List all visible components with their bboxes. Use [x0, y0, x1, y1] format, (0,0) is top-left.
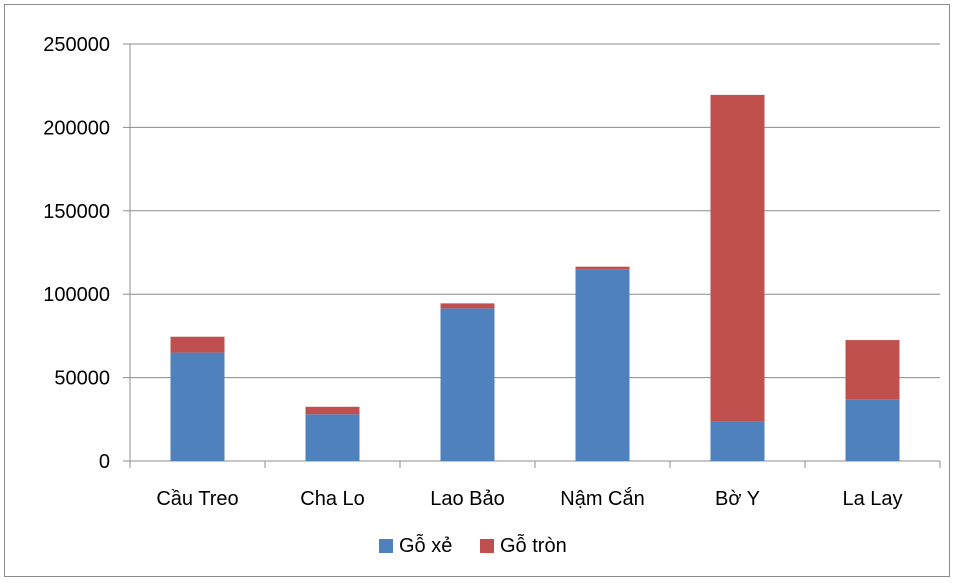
bar-go-xe-3 — [575, 269, 630, 461]
axes — [123, 43, 941, 468]
legend: Gỗ xẻ Gỗ tròn — [379, 534, 567, 557]
x-axis-tick-label: Cầu Treo — [156, 488, 238, 510]
bars — [170, 94, 900, 461]
y-axis-tick-label: 200000 — [43, 117, 110, 139]
gridlines — [130, 43, 940, 379]
bar-go-tron-4 — [710, 94, 765, 422]
chart-frame — [4, 4, 950, 577]
y-axis-tick-label: 0 — [99, 451, 110, 473]
bar-go-tron-0 — [170, 336, 225, 353]
bar-go-tron-1 — [305, 406, 360, 415]
legend-label-go-tron: Gỗ tròn — [500, 534, 567, 557]
x-axis-tick-label: Nậm Cắn — [560, 487, 644, 510]
bar-go-xe-2 — [440, 308, 495, 461]
y-axis-tick-label: 150000 — [43, 201, 110, 223]
y-axis-tick-labels: 0 50000 100000 150000 200000 250000 — [43, 34, 110, 473]
x-axis-tick-label: Lao Bảo — [430, 488, 505, 510]
legend-swatch-go-tron — [480, 539, 494, 553]
bar-go-xe-0 — [170, 352, 225, 461]
bar-go-xe-5 — [845, 399, 900, 461]
legend-swatch-go-xe — [379, 539, 393, 553]
y-axis-tick-label: 100000 — [43, 284, 110, 306]
bar-go-xe-4 — [710, 421, 765, 461]
bar-go-xe-1 — [305, 414, 360, 461]
x-axis-tick-labels: Cầu Treo Cha Lo Lao Bảo Nậm Cắn Bờ Y La Lay — [156, 487, 902, 510]
x-axis-tick-label: Cha Lo — [300, 488, 365, 510]
bar-go-tron-3 — [575, 266, 630, 270]
y-axis-tick-label: 250000 — [43, 34, 110, 56]
bar-go-tron-5 — [845, 340, 900, 400]
legend-label-go-xe: Gỗ xẻ — [399, 534, 452, 557]
x-axis-tick-label: Bờ Y — [715, 488, 760, 510]
bar-go-tron-2 — [440, 303, 495, 309]
y-axis-tick-label: 50000 — [54, 368, 110, 390]
x-axis-tick-label: La Lay — [842, 488, 902, 510]
